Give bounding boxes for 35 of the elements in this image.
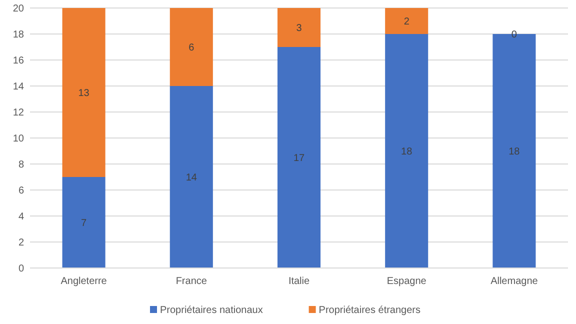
data-label: 6 — [188, 42, 195, 54]
bar — [277, 8, 321, 47]
bar — [62, 8, 106, 177]
y-tick-label: 6 — [18, 186, 24, 196]
y-tick-label: 8 — [18, 160, 24, 170]
y-tick-label: 2 — [18, 238, 24, 248]
data-label: 18 — [508, 146, 520, 158]
x-tick-label: Italie — [288, 276, 310, 287]
x-tick-label: Angleterre — [60, 276, 108, 287]
data-label: 18 — [401, 146, 413, 158]
bar — [277, 47, 321, 268]
y-tick-label: 16 — [12, 56, 24, 66]
y-tick-label: 18 — [12, 30, 24, 40]
data-label: 17 — [293, 153, 305, 164]
bar — [170, 86, 213, 268]
y-tick-label: 10 — [12, 134, 24, 144]
data-label: 3 — [296, 23, 302, 34]
bar — [385, 34, 428, 268]
bar — [62, 177, 106, 268]
legend-label: Propriétaires étrangers — [318, 305, 421, 316]
y-tick-label: 20 — [12, 4, 24, 14]
legend-label: Propriétaires nationaux — [160, 305, 263, 316]
y-tick-label: 0 — [18, 264, 24, 274]
data-label: 7 — [81, 218, 88, 229]
y-tick-label: 14 — [12, 82, 24, 92]
y-tick-label: 4 — [18, 212, 24, 222]
data-label: 13 — [78, 88, 90, 99]
data-label: 2 — [404, 16, 410, 28]
x-tick-label: Allemagne — [490, 276, 538, 287]
y-tick-label: 12 — [12, 108, 24, 118]
bar — [385, 8, 428, 34]
x-tick-label: Espagne — [386, 276, 427, 287]
data-label: 14 — [186, 172, 198, 184]
bar — [170, 8, 213, 86]
x-tick-label: France — [176, 276, 208, 287]
